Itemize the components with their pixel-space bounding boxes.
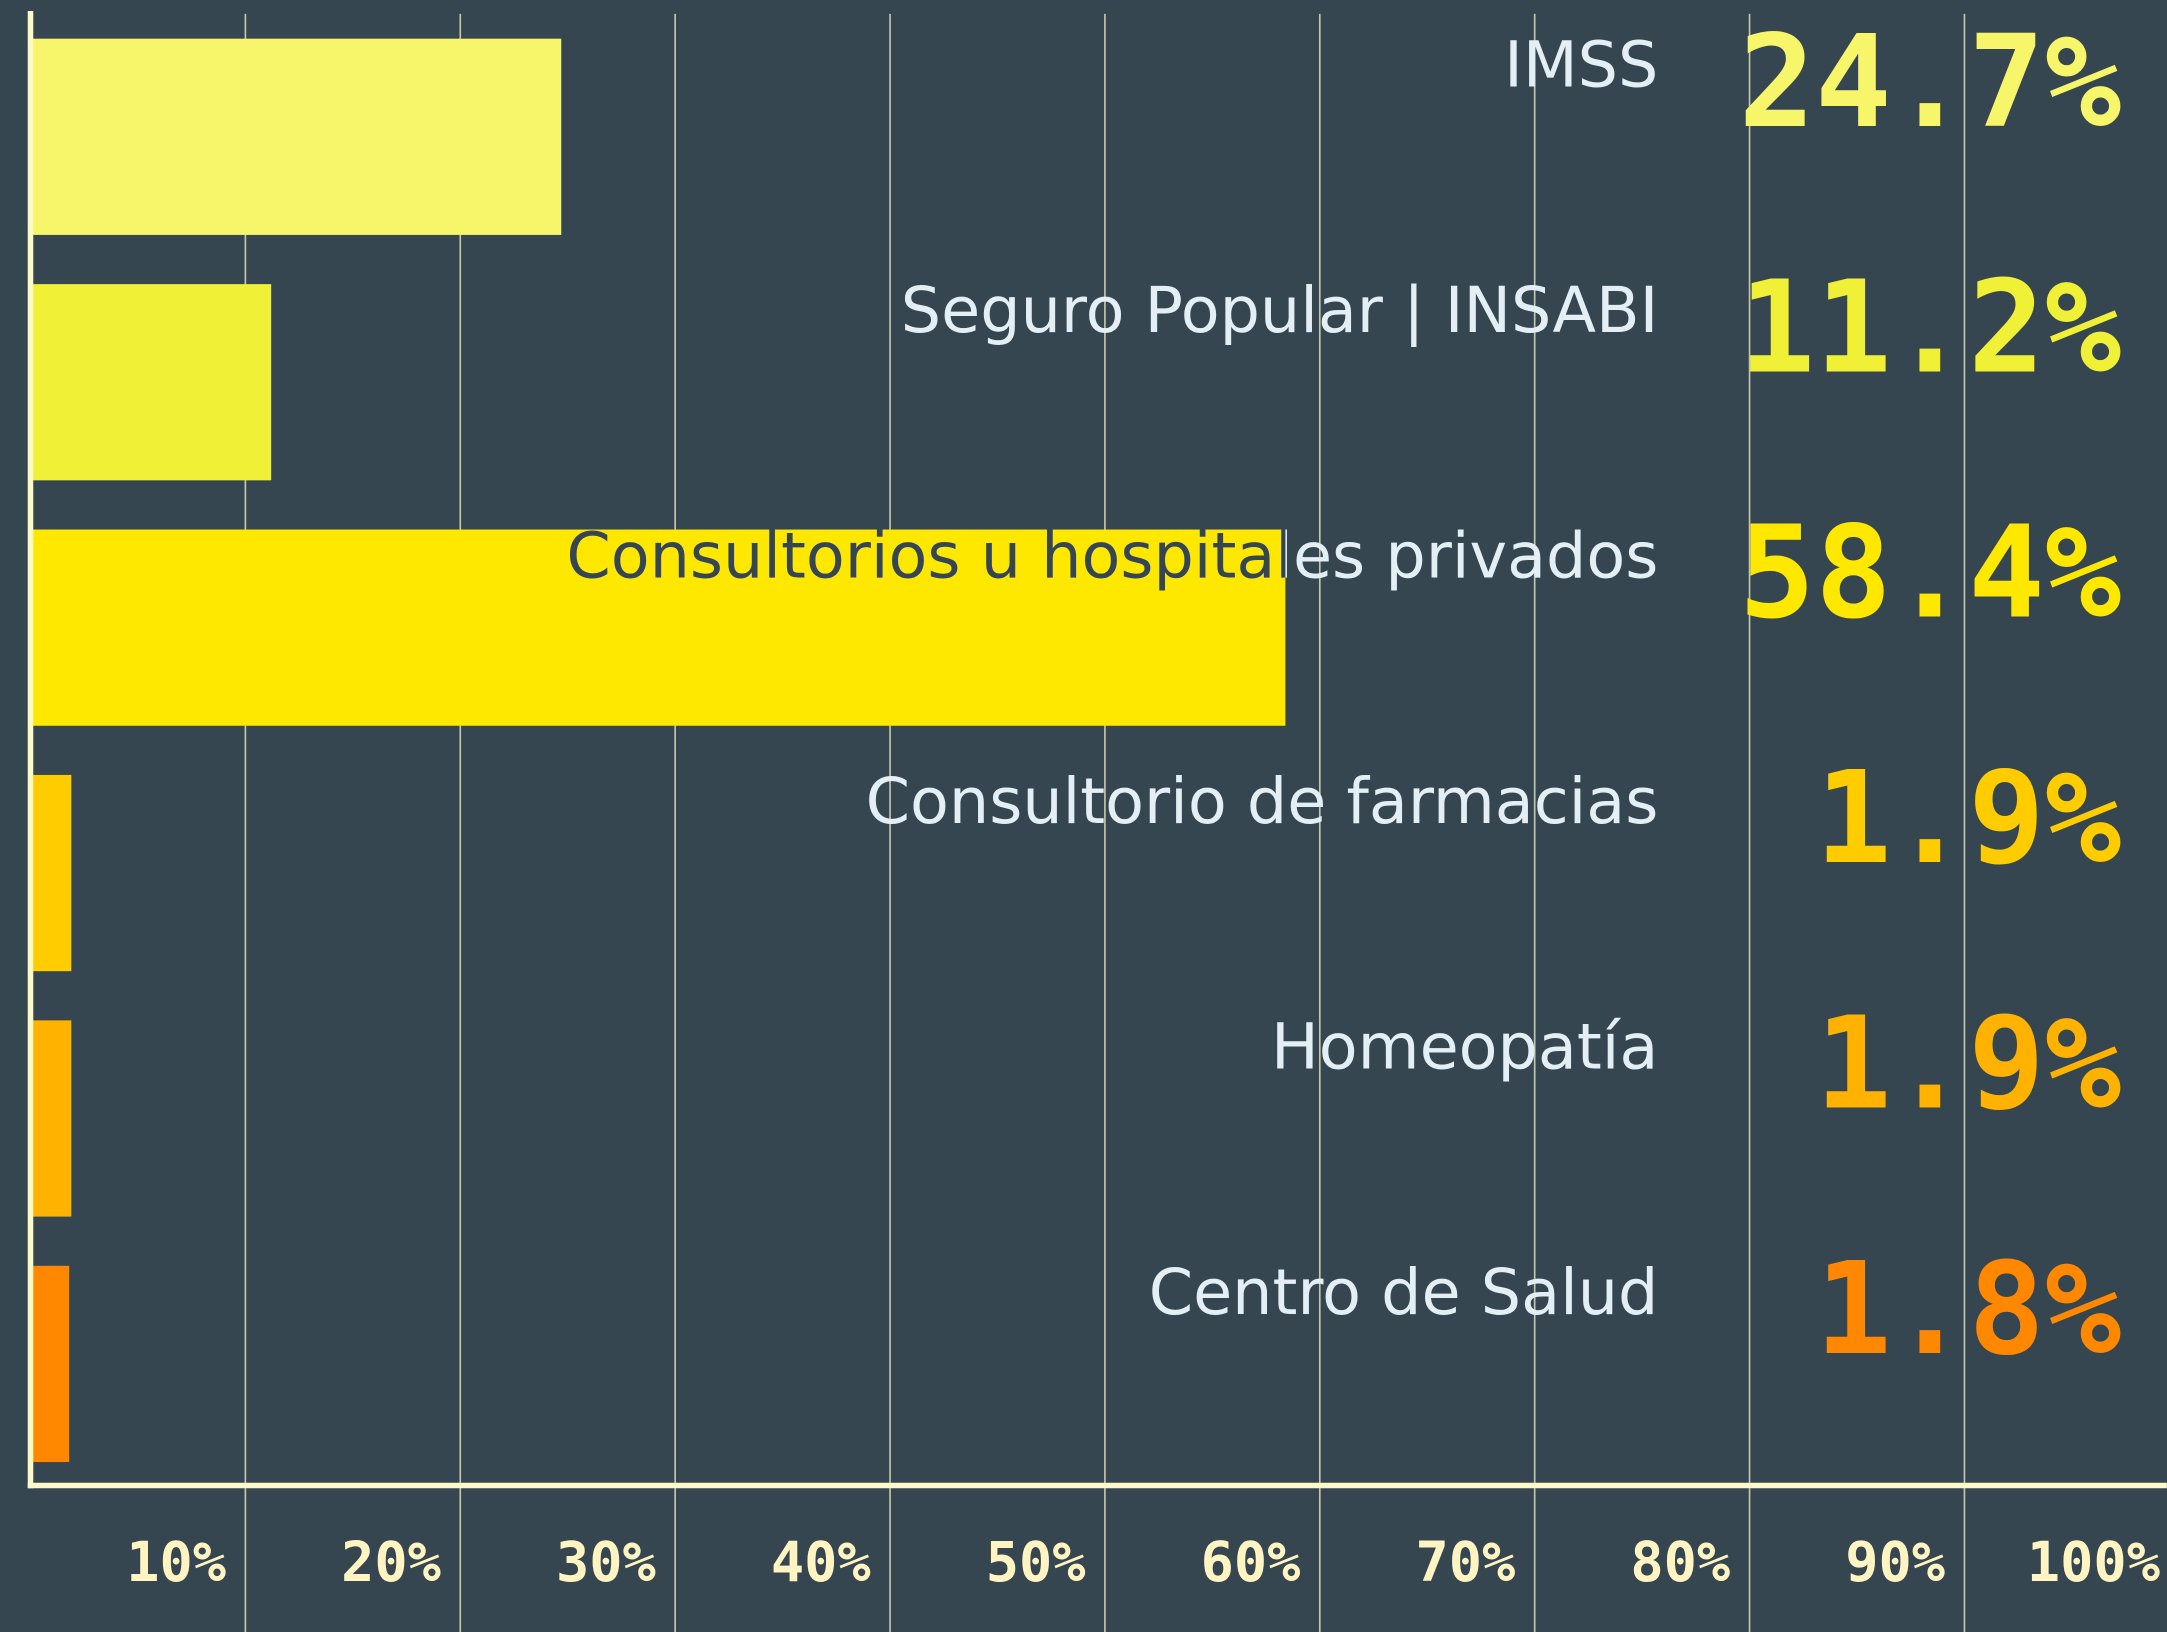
bar (30, 529, 1286, 726)
x-tick-label: 40% (771, 1531, 871, 1595)
x-tick-label: 70% (1416, 1531, 1516, 1595)
x-tick-label: 100% (2027, 1531, 2160, 1595)
bar (30, 1265, 70, 1463)
category-label: Consultorio de farmacias (866, 764, 1659, 838)
x-tick-label: 80% (1630, 1531, 1730, 1595)
x-tick-label: 50% (986, 1531, 1086, 1595)
x-tick-label: 20% (341, 1531, 441, 1595)
value-label: 11.2% (1739, 253, 2122, 401)
bar (30, 284, 272, 481)
x-tick-label: 90% (1845, 1531, 1945, 1595)
category-label: Consultorios u hospitales privados (566, 519, 1658, 593)
category-label-overlap: Consultorios u hospitales privados (566, 519, 1658, 593)
value-label: 58.4% (1739, 499, 2122, 647)
category-label: Seguro Popular | INSABI (901, 273, 1659, 348)
category-label: Homeopatía (1271, 1009, 1658, 1083)
bar (30, 1020, 72, 1217)
value-label: 1.9% (1815, 990, 2121, 1138)
category-label: Centro de Salud (1149, 1255, 1659, 1329)
x-tick-label: 60% (1201, 1531, 1301, 1595)
category-label: IMSS (1504, 28, 1658, 102)
value-label: 1.9% (1815, 744, 2121, 892)
bar (30, 38, 562, 235)
value-label: 24.7% (1739, 8, 2122, 156)
value-label: 1.8% (1815, 1235, 2121, 1383)
x-tick-label: 10% (126, 1531, 226, 1595)
x-tick-label: 30% (556, 1531, 656, 1595)
bar (30, 774, 72, 972)
